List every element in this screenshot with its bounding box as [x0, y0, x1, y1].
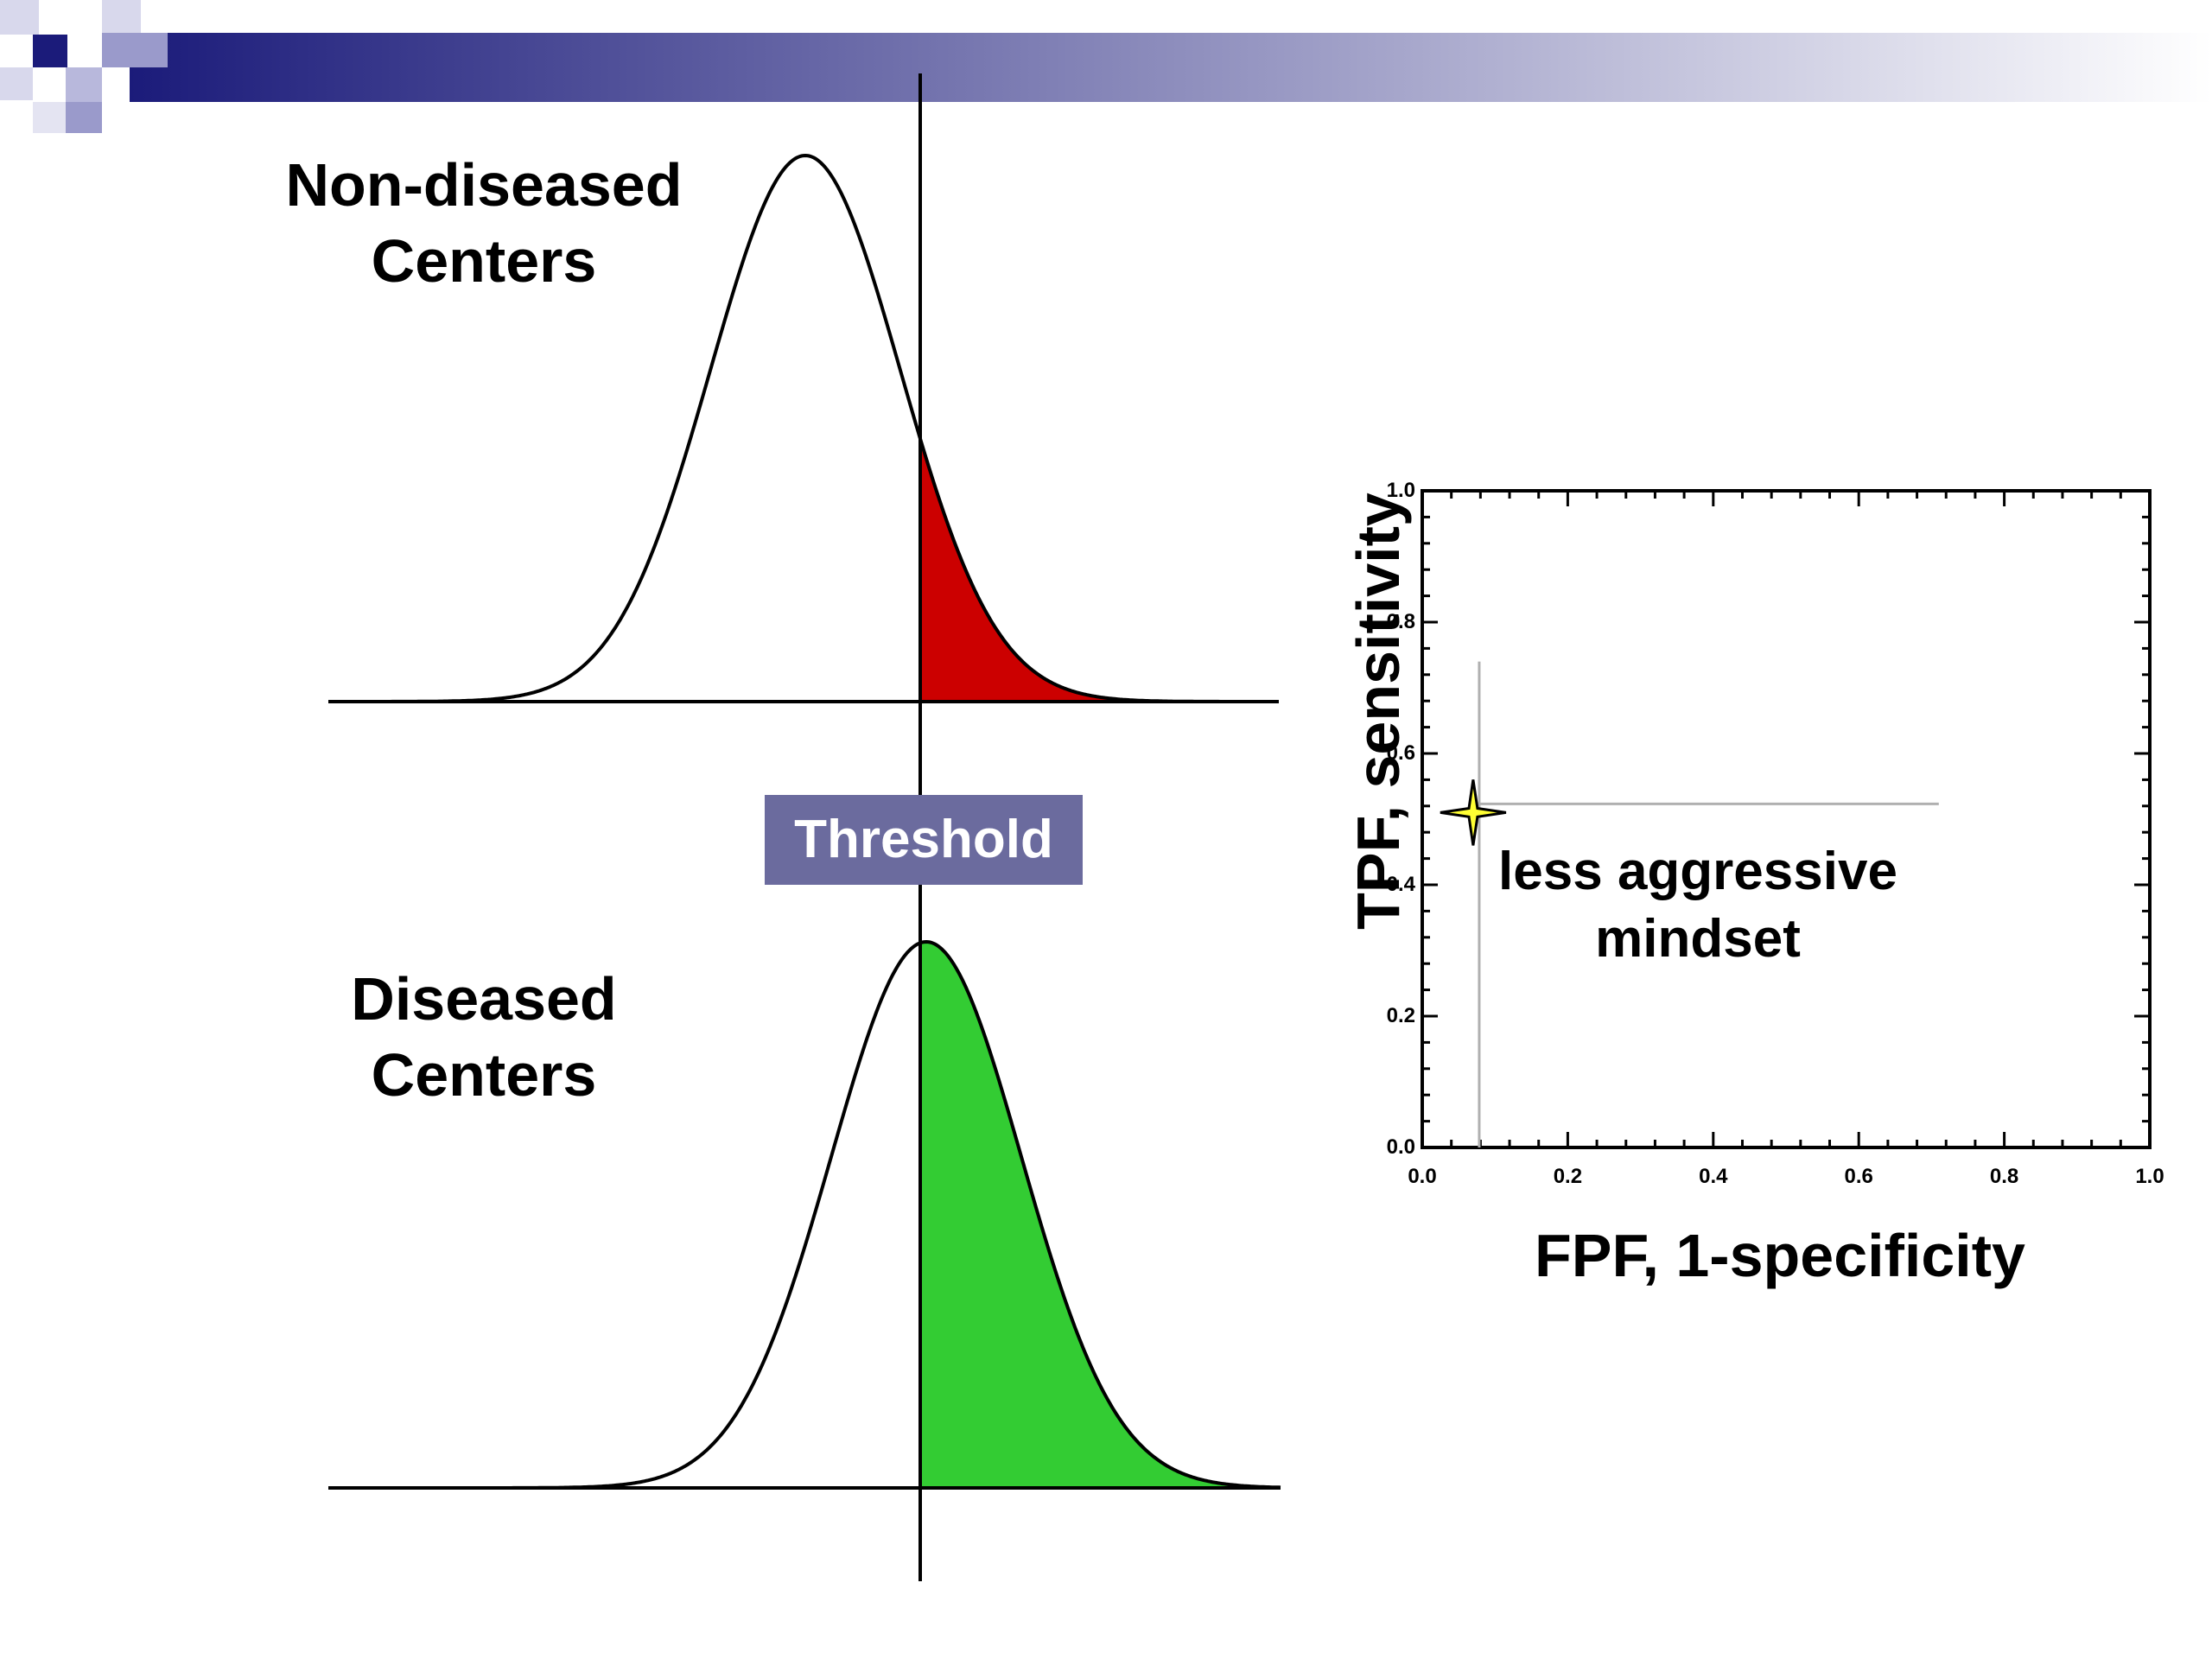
- header-gradient-bar: [130, 33, 2212, 102]
- roc-operating-point-star: [1440, 779, 1507, 846]
- header-square: [0, 0, 39, 35]
- tick-marks: [1421, 489, 2152, 1149]
- header-square: [0, 67, 33, 100]
- y-tick-label: 0.6: [1386, 741, 1415, 765]
- y-tick-label: 0.2: [1386, 1004, 1415, 1027]
- x-tick-label: 0.4: [1699, 1165, 1728, 1188]
- header-square: [33, 102, 66, 133]
- chart-annotation: less aggressive mindset: [1498, 842, 1897, 969]
- y-tick-label: 0.0: [1386, 1135, 1415, 1159]
- roc-points: [1440, 661, 1939, 1147]
- header-square: [33, 35, 67, 67]
- non-diseased-label: Non-diseased Centers: [285, 151, 683, 295]
- header-square: [66, 102, 102, 133]
- x-tick-label: 1.0: [2135, 1165, 2164, 1188]
- header-square: [102, 33, 168, 67]
- plot-frame: [1421, 489, 2152, 1149]
- x-tick-label: 0.8: [1989, 1165, 2019, 1188]
- diseased-label: Diseased Centers: [351, 965, 617, 1109]
- y-tick-label: 0.4: [1386, 873, 1415, 896]
- roc-chart: [1421, 489, 2152, 1149]
- true-positive-area: [920, 942, 1281, 1488]
- x-tick-label: 0.2: [1553, 1165, 1583, 1188]
- non-diseased-curve: [328, 153, 1279, 703]
- x-tick-label: 0.6: [1844, 1165, 1873, 1188]
- header-square: [66, 67, 102, 102]
- header-square: [102, 0, 141, 33]
- false-positive-area: [920, 442, 1279, 702]
- header-decoration: [0, 0, 2212, 133]
- x-tick-label: 0.0: [1408, 1165, 1437, 1188]
- threshold-label: Threshold: [765, 795, 1083, 885]
- y-tick-label: 0.8: [1386, 610, 1415, 633]
- y-tick-label: 1.0: [1386, 479, 1415, 502]
- x-axis-label: FPF, 1-specificity: [1535, 1222, 2025, 1289]
